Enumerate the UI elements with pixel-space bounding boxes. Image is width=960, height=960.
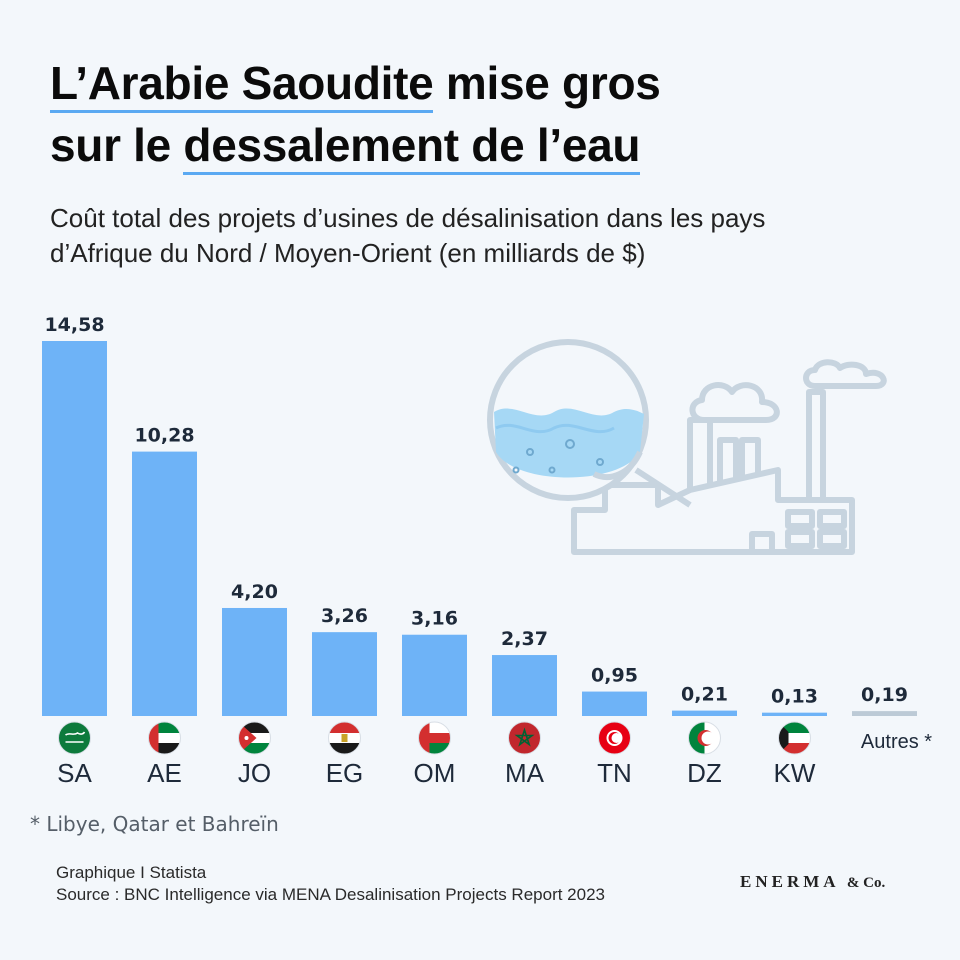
value-label-tn: 0,95 xyxy=(591,665,638,687)
title-line-1: L’Arabie Saoudite mise gros xyxy=(50,52,661,114)
credits-graphic: Graphique I Statista xyxy=(56,863,207,882)
flag-sa-icon xyxy=(58,721,91,755)
desalination-plant-icon xyxy=(571,359,887,555)
bar-kw xyxy=(762,712,827,716)
value-label-ae: 10,28 xyxy=(134,425,194,447)
value-label-dz: 0,21 xyxy=(681,684,728,706)
bar-chart: 14,58 10,28 4,20 3,26 3,16 2,37 0,95 0,21 0,13 0,… xyxy=(42,314,932,788)
water-circle-icon xyxy=(487,339,692,508)
flag-om-icon xyxy=(418,721,451,755)
value-label-ma: 2,37 xyxy=(501,628,548,650)
bar-autres xyxy=(852,711,917,716)
footnote: * Libye, Qatar et Bahreïn xyxy=(30,812,279,836)
value-label-om: 3,16 xyxy=(411,608,458,630)
bar-om xyxy=(402,634,467,716)
title-highlight-2: dessalement de l’eau xyxy=(183,119,640,175)
flags-group xyxy=(58,721,811,755)
bar-sa xyxy=(42,341,107,716)
bar-jo xyxy=(222,607,287,716)
bar-ae xyxy=(132,451,197,716)
flag-tn-icon xyxy=(598,721,631,755)
bar-dz xyxy=(672,710,737,716)
category-label-ae: AE xyxy=(147,758,182,788)
chart-subtitle: Coût total des projets d’usines de désal… xyxy=(50,203,766,268)
flag-kw-icon xyxy=(778,721,811,755)
category-labels-group: SA AE JO EG OM MA TN DZ KW Autres * xyxy=(57,731,932,788)
value-label-jo: 4,20 xyxy=(231,581,278,603)
category-label-jo: JO xyxy=(238,758,271,788)
category-label-tn: TN xyxy=(597,758,632,788)
category-label-eg: EG xyxy=(326,758,364,788)
title-highlight-1: L’Arabie Saoudite xyxy=(50,57,434,113)
credits-source: Source : BNC Intelligence via MENA Desal… xyxy=(56,885,605,904)
bar-eg xyxy=(312,632,377,716)
flag-dz-icon xyxy=(688,721,721,755)
value-label-autres: 0,19 xyxy=(861,684,908,706)
bars-group xyxy=(42,341,917,716)
title-line-2: sur le dessalement de l’eau xyxy=(50,114,661,176)
brand-suffix: & Co. xyxy=(846,875,886,891)
bar-ma xyxy=(492,655,557,716)
category-label-dz: DZ xyxy=(687,758,722,788)
flag-eg-icon xyxy=(328,721,361,755)
flag-ae-icon xyxy=(148,721,181,755)
flag-jo-icon xyxy=(238,721,271,755)
value-label-sa: 14,58 xyxy=(44,314,104,336)
bar-tn xyxy=(582,691,647,716)
flag-ma-icon xyxy=(508,721,541,755)
category-label-autres: Autres * xyxy=(861,731,932,753)
value-label-kw: 0,13 xyxy=(771,686,818,708)
value-labels-group: 14,58 10,28 4,20 3,26 3,16 2,37 0,95 0,21 0,13 0,… xyxy=(44,314,908,708)
title-text-2: sur le xyxy=(50,119,184,171)
category-label-ma: MA xyxy=(505,758,545,788)
title-text-1: mise gros xyxy=(433,57,661,109)
brand-logo: ENERMA & Co. xyxy=(740,872,885,892)
credits: Graphique I Statista Source : BNC Intell… xyxy=(56,862,605,906)
category-label-om: OM xyxy=(414,758,456,788)
value-label-eg: 3,26 xyxy=(321,605,368,627)
category-label-sa: SA xyxy=(57,758,92,788)
category-label-kw: KW xyxy=(774,758,816,788)
chart-title: L’Arabie Saoudite mise gros sur le dessa… xyxy=(50,52,661,176)
brand-name: ENERMA xyxy=(740,872,839,891)
